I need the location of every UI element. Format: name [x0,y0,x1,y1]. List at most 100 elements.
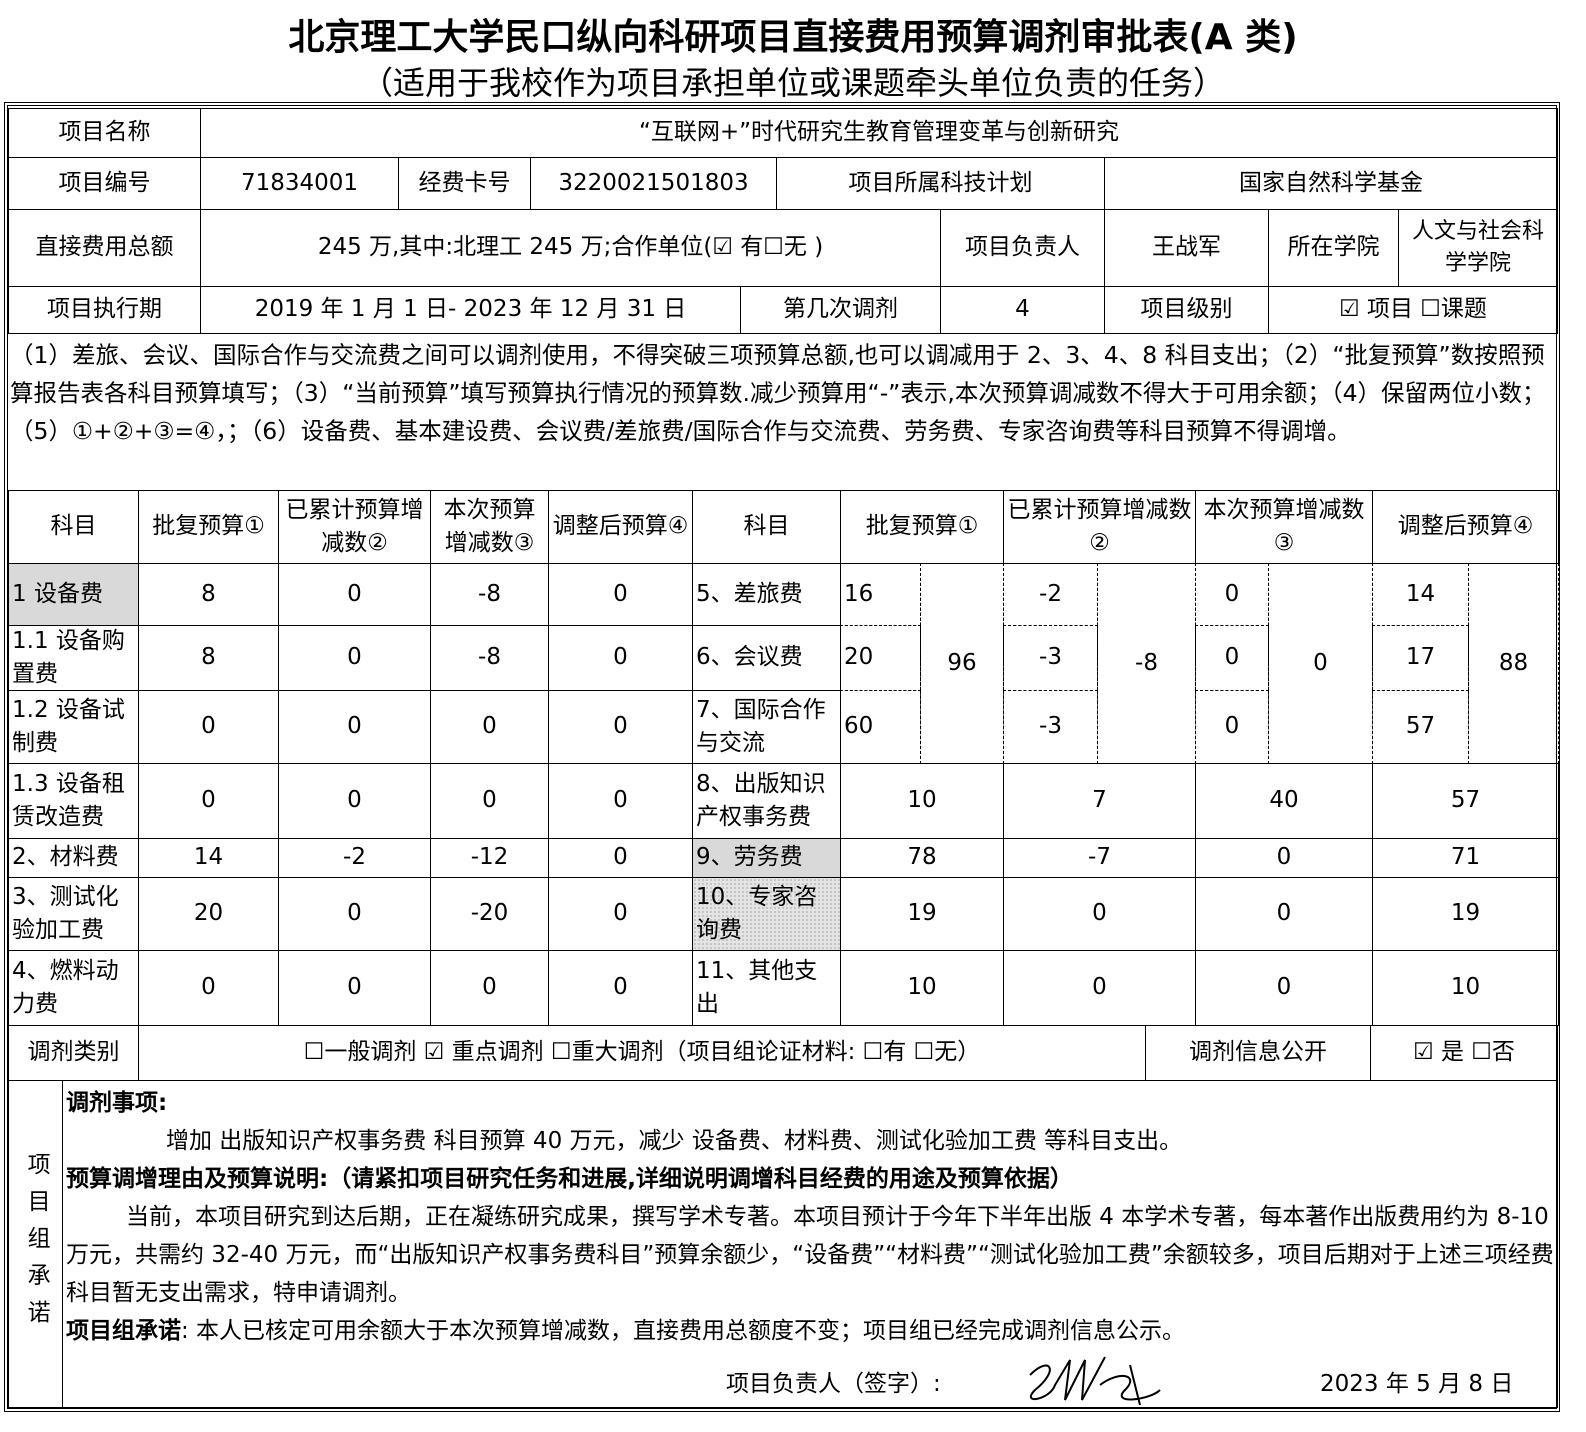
group-total: 88 [1468,563,1559,764]
budget-value: 0 [1003,877,1196,951]
budget-value: 0 [548,625,693,691]
header-left-1: 批复预算① [138,490,279,564]
card-label: 经费卡号 [398,157,531,210]
budget-value: -8 [430,625,549,691]
item-title: 调剂事项: [66,1090,168,1116]
budget-value: 0 [278,877,431,951]
form-title: 北京理工大学民口纵向科研项目直接费用预算调剂审批表(A 类) [288,17,1298,58]
budget-value: 57 [1372,763,1559,839]
budget-value: 0 [278,950,431,1026]
budget-value: 16 [840,563,921,626]
level-options[interactable]: ☑ 项目 ☐课题 [1268,286,1558,334]
budget-value: 17 [1372,625,1469,691]
sign-date: 2023 年 5 月 8 日 [1320,1371,1514,1397]
budget-value: 40 [1195,763,1373,839]
budget-value: 0 [1195,690,1269,764]
header-left-2: 已累计预算增减数② [278,490,431,564]
budget-value: 19 [840,877,1004,951]
header-left-3: 本次预算增减数③ [430,490,549,564]
group-total: -8 [1097,563,1196,764]
budget-value: 19 [1372,877,1559,951]
period: 2019 年 1 月 1 日- 2023 年 12 月 31 日 [200,286,741,334]
item-text: 增加 出版知识产权事务费 科目预算 40 万元，减少 设备费、材料费、测试化验加… [166,1128,1183,1154]
budget-value: 20 [840,625,921,691]
public-label: 调剂信息公开 [1145,1025,1371,1081]
budget-value: 0 [548,950,693,1026]
row-label: 7、国际合作与交流 [692,690,841,764]
budget-value: -20 [430,877,549,951]
promise-text: : 本人已核定可用余额大于本次预算增减数，直接费用总额度不变；项目组已经完成调剂… [181,1318,1186,1344]
budget-value: 0 [1195,625,1269,691]
budget-value: 0 [430,690,549,764]
public-options[interactable]: ☑ 是 ☐否 [1370,1025,1558,1081]
row-label: 2、材料费 [8,838,139,878]
instructions: （1）差旅、会议、国际合作与交流费之间可以调剂使用，不得突破三项预算总额,也可以… [10,341,1546,445]
budget-value: 10 [840,950,1004,1026]
period-label: 项目执行期 [8,286,201,334]
adjust-type-options[interactable]: ☐一般调剂 ☑ 重点调剂 ☐重大调剂（项目组论证材料: ☐有 ☐无） [138,1025,1146,1081]
budget-value: 14 [138,838,279,878]
budget-value: 0 [430,763,549,839]
total-label: 直接费用总额 [8,209,201,287]
budget-value: 10 [840,763,1004,839]
budget-value: 0 [278,563,431,626]
budget-value: 0 [548,877,693,951]
budget-value: -2 [1003,563,1098,626]
row-label: 1.2 设备试制费 [8,690,139,764]
budget-value: 7 [1003,763,1196,839]
row-label: 5、差旅费 [692,563,841,626]
row-label: 10、专家咨询费 [692,877,841,951]
college: 人文与社会科学学院 [1398,209,1558,287]
budget-value: 0 [278,763,431,839]
budget-value: -2 [278,838,431,878]
leader: 王战军 [1104,209,1269,287]
header-left-4: 调整后预算④ [548,490,693,564]
budget-value: 0 [548,763,693,839]
budget-value: -7 [1003,838,1196,878]
row-label: 1.3 设备租赁改造费 [8,763,139,839]
project-name: “互联网+”时代研究生教育管理变革与创新研究 [200,108,1558,158]
card-number: 3220021501803 [530,157,777,210]
group-total: 0 [1268,563,1373,764]
project-code: 71834001 [200,157,399,210]
reason-title: 预算调增理由及预算说明:（请紧扣项目研究任务和进展,详细说明调增科目经费的用途及… [66,1166,1073,1192]
budget-value: 8 [138,625,279,691]
sign-label: 项目负责人（签字）: [726,1371,941,1397]
leader-label: 项目负责人 [940,209,1105,287]
plan: 国家自然科学基金 [1104,157,1558,210]
header-left-0: 科目 [8,490,139,564]
budget-value: 0 [278,690,431,764]
budget-value: 0 [548,690,693,764]
budget-value: 57 [1372,690,1469,764]
budget-value: 14 [1372,563,1469,626]
header-right-1: 批复预算① [840,490,1004,564]
project-name-label: 项目名称 [8,108,201,158]
header-right-4: 调整后预算④ [1372,490,1559,564]
budget-value: -8 [430,563,549,626]
budget-value: 0 [1195,563,1269,626]
college-label: 所在学院 [1268,209,1399,287]
total-amount: 245 万,其中:北理工 245 万;合作单位(☑ 有☐无 ) [200,209,941,287]
budget-value: -3 [1003,690,1098,764]
row-label: 6、会议费 [692,625,841,691]
row-label: 3、测试化验加工费 [8,877,139,951]
level-label: 项目级别 [1104,286,1269,334]
budget-value: 0 [1195,838,1373,878]
budget-value: 0 [1195,950,1373,1026]
budget-value: 0 [278,625,431,691]
budget-value: 71 [1372,838,1559,878]
budget-value: 0 [138,763,279,839]
form-subtitle: （适用于我校作为项目承担单位或课题牵头单位负责的任务） [360,64,1225,102]
commit-box [62,1080,1558,1408]
row-label: 1 设备费 [8,563,139,626]
row-label: 4、燃料动力费 [8,950,139,1026]
row-label: 11、其他支出 [692,950,841,1026]
adjust-type-label: 调剂类别 [8,1025,139,1081]
header-right-3: 本次预算增减数③ [1195,490,1373,564]
budget-value: 0 [1195,877,1373,951]
budget-value: 0 [548,838,693,878]
promise-title: 项目组承诺 [66,1318,181,1344]
group-total: 96 [920,563,1004,764]
commit-content: 调剂事项: 增加 出版知识产权事务费 科目预算 40 万元，减少 设备费、材料费… [66,1084,1554,1350]
header-right-2: 已累计预算增减数② [1003,490,1196,564]
